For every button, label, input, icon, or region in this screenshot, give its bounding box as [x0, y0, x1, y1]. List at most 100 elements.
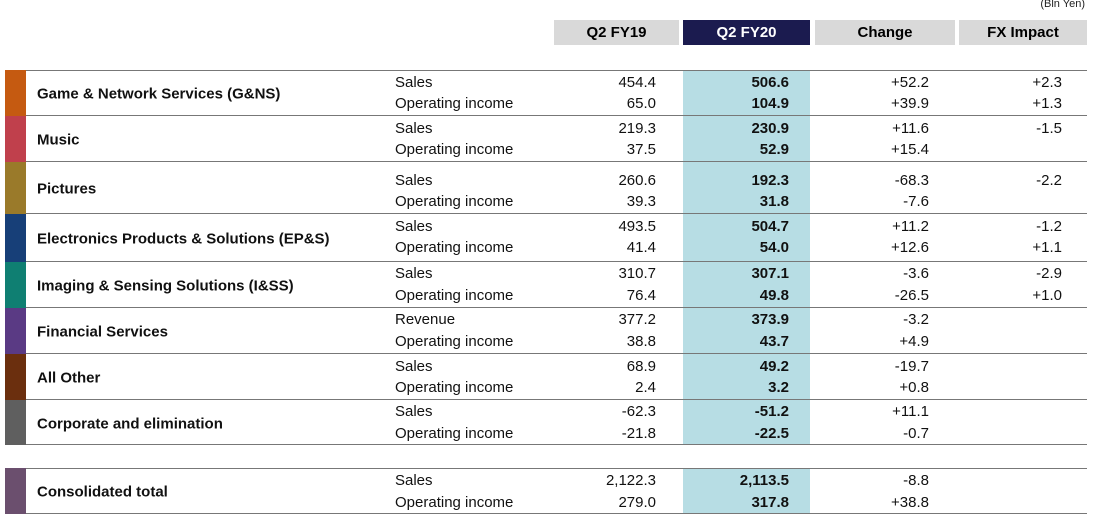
value-q2fy20: 373.9	[751, 311, 789, 328]
value-change: +15.4	[891, 141, 929, 158]
segment-name: Financial Services	[37, 323, 168, 341]
table-row: Operating income 41.4 54.0 +12.6 +1.1	[0, 238, 1087, 258]
metric-label: Sales	[395, 265, 433, 282]
row-divider	[26, 513, 1087, 514]
value-change: +52.2	[891, 74, 929, 91]
metric-label: Sales	[395, 120, 433, 137]
table-row: Sales -62.3 -51.2 +11.1	[0, 402, 1087, 422]
metric-label: Operating income	[395, 287, 514, 304]
value-q2fy20: 2,113.5	[739, 472, 789, 489]
value-q2fy19: 219.3	[618, 120, 656, 137]
column-header-q2fy19: Q2 FY19	[554, 20, 679, 45]
value-q2fy20: 504.7	[751, 218, 789, 235]
segment-block: Music	[0, 116, 1087, 162]
value-change: +11.6	[892, 120, 929, 137]
column-header-fx-impact: FX Impact	[959, 20, 1087, 45]
value-change: -26.5	[894, 287, 929, 304]
segment-block: Corporate and elimination	[0, 400, 1087, 445]
metric-label: Operating income	[395, 95, 514, 112]
value-q2fy19: -21.8	[621, 425, 656, 442]
segment-name: Game & Network Services (G&NS)	[37, 85, 281, 103]
unit-label: (Bln Yen)	[1040, 0, 1085, 10]
table-row: Operating income 76.4 49.8 -26.5 +1.0	[0, 286, 1087, 306]
segment-color-swatch	[5, 214, 26, 262]
value-change: +11.2	[892, 218, 929, 235]
value-fx-impact: +2.3	[1032, 74, 1062, 91]
value-fx-impact: -2.2	[1036, 172, 1062, 189]
segment-color-swatch	[5, 468, 26, 514]
value-q2fy19: 279.0	[618, 494, 656, 511]
segment-color-swatch	[5, 400, 26, 445]
value-q2fy20: 506.6	[751, 74, 789, 91]
segment-name: Electronics Products & Solutions (EP&S)	[37, 230, 330, 248]
metric-label: Operating income	[395, 193, 514, 210]
table-row: Sales 493.5 504.7 +11.2 -1.2	[0, 217, 1087, 237]
row-divider	[26, 468, 1087, 469]
value-q2fy19: 310.7	[618, 265, 656, 282]
value-fx-impact: -1.2	[1036, 218, 1062, 235]
value-change: -68.3	[894, 172, 929, 189]
table-row: Sales 2,122.3 2,113.5 -8.8	[0, 471, 1087, 491]
value-change: +12.6	[891, 239, 929, 256]
metric-label: Operating income	[395, 333, 514, 350]
row-divider	[26, 399, 1087, 400]
value-q2fy19: 2.4	[635, 379, 656, 396]
value-fx-impact: -1.5	[1036, 120, 1062, 137]
table-row: Operating income -21.8 -22.5 -0.7	[0, 424, 1087, 444]
value-q2fy19: 2,122.3	[605, 472, 656, 489]
metric-label: Operating income	[395, 141, 514, 158]
value-change: -19.7	[894, 358, 929, 375]
table-row: Sales 68.9 49.2 -19.7	[0, 357, 1087, 377]
value-q2fy20: 307.1	[751, 265, 789, 282]
value-q2fy19: 493.5	[618, 218, 656, 235]
segment-color-swatch	[5, 308, 26, 354]
q2fy20-highlight-total	[683, 468, 810, 514]
segment-block: Pictures	[0, 162, 1087, 214]
value-change: +39.9	[891, 95, 929, 112]
value-q2fy20: 54.0	[759, 239, 789, 256]
value-change: +38.8	[891, 494, 929, 511]
value-q2fy20: 3.2	[768, 379, 789, 396]
segment-name: Imaging & Sensing Solutions (I&SS)	[37, 277, 294, 295]
segment-name: Corporate and elimination	[37, 415, 223, 432]
metric-label: Sales	[395, 74, 433, 91]
metric-label: Revenue	[395, 311, 456, 328]
row-divider	[26, 307, 1087, 308]
table-row: Operating income 279.0 317.8 +38.8	[0, 493, 1087, 513]
segment-block: Consolidated total	[0, 468, 1087, 514]
segment-name: All Other	[37, 369, 101, 387]
value-q2fy19: 454.4	[618, 74, 656, 91]
value-fx-impact: +1.1	[1032, 239, 1062, 256]
value-q2fy19: 377.2	[618, 311, 656, 328]
table-row: Sales 454.4 506.6 +52.2 +2.3	[0, 73, 1087, 93]
segment-color-swatch	[5, 262, 26, 308]
row-divider	[26, 353, 1087, 354]
value-q2fy20: 104.9	[751, 95, 789, 112]
value-change: -3.2	[903, 311, 929, 328]
value-q2fy20: 43.7	[759, 333, 789, 350]
value-q2fy19: 65.0	[626, 95, 656, 112]
metric-label: Sales	[395, 403, 433, 420]
segment-block: Electronics Products & Solutions (EP&S)	[0, 214, 1087, 262]
metric-label: Operating income	[395, 239, 514, 256]
segment-block: All Other	[0, 354, 1087, 400]
metric-label: Sales	[395, 472, 433, 489]
segment-color-swatch	[5, 354, 26, 400]
metric-label: Sales	[395, 218, 433, 235]
table-row: Operating income 2.4 3.2 +0.8	[0, 378, 1087, 398]
value-q2fy20: 31.8	[759, 193, 789, 210]
segment-block: Game & Network Services (G&NS)	[0, 70, 1087, 116]
table-row: Operating income 65.0 104.9 +39.9 +1.3	[0, 94, 1087, 114]
table-row: Sales 310.7 307.1 -3.6 -2.9	[0, 264, 1087, 284]
value-q2fy19: 260.6	[618, 172, 656, 189]
value-q2fy20: 52.9	[759, 141, 789, 158]
value-change: -7.6	[903, 193, 929, 210]
table-row: Sales 260.6 192.3 -68.3 -2.2	[0, 171, 1087, 191]
row-divider	[26, 70, 1087, 71]
segment-name: Consolidated total	[37, 483, 168, 501]
value-change: -8.8	[903, 472, 929, 489]
row-divider	[26, 161, 1087, 162]
row-divider	[26, 213, 1087, 214]
table-row: Revenue 377.2 373.9 -3.2	[0, 310, 1087, 330]
segment-color-swatch	[5, 162, 26, 214]
